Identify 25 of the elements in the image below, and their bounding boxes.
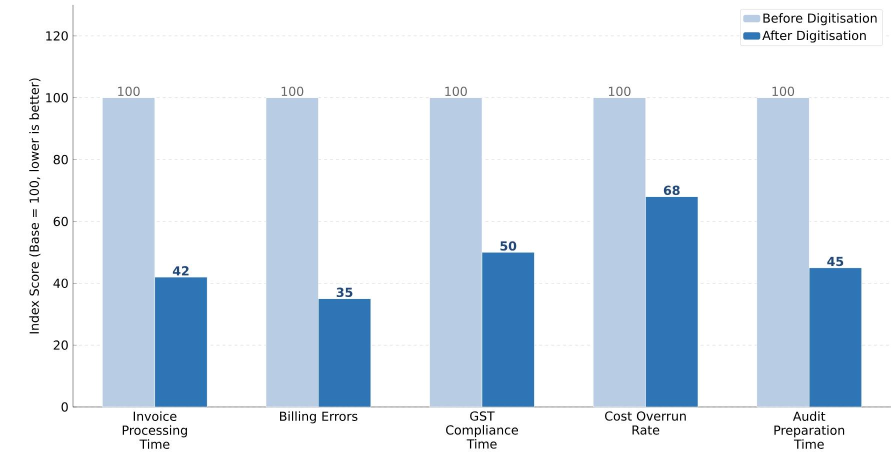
data-label: 100 [608, 86, 630, 96]
data-label: 100 [118, 86, 140, 96]
x-tick-label: Cost Overrun Rate [605, 411, 686, 435]
y-tick-label: 80 [54, 154, 68, 164]
y-axis-title: Index Score (Base = 100, lower is better) [29, 78, 40, 334]
y-tick-label: 40 [53, 278, 68, 288]
data-label: 100 [445, 86, 467, 96]
x-tick-label: Invoice Processing Time [122, 411, 187, 449]
legend-label: Before Digitisation [763, 13, 877, 26]
x-tick-label: Billing Errors [280, 411, 358, 424]
data-label: 50 [500, 241, 516, 251]
y-tick-label: 0 [62, 402, 68, 412]
y-tick-label: 60 [54, 216, 68, 226]
x-tick-label: GST Compliance Time [446, 411, 518, 449]
data-label: 100 [282, 86, 304, 96]
x-tick-label: Audit Preparation Time [774, 411, 844, 449]
legend-label: After Digitisation [762, 30, 866, 43]
data-label: 42 [172, 266, 189, 276]
y-tick-label: 120 [46, 31, 68, 41]
y-tick-label: 20 [54, 340, 68, 350]
data-label: 100 [772, 86, 794, 96]
data-label: 35 [336, 288, 352, 298]
data-label: 45 [827, 256, 844, 266]
y-tick-label: 100 [46, 93, 68, 102]
data-label: 68 [664, 186, 680, 196]
